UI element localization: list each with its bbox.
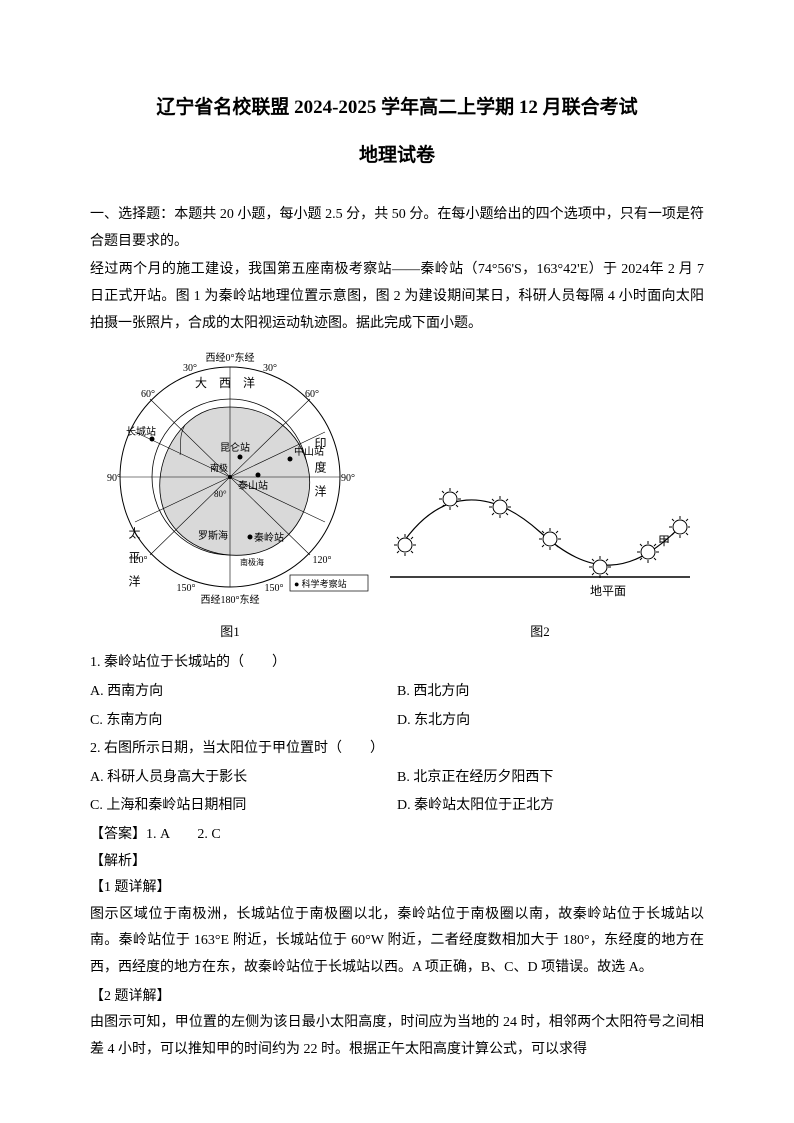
figure-2: 甲 地平面 图2 — [390, 477, 690, 644]
detail2-head: 【2 题详解】 — [90, 984, 704, 1011]
svg-text:昆仑站: 昆仑站 — [220, 441, 250, 454]
svg-text:30°: 30° — [263, 363, 277, 374]
svg-text:中山站: 中山站 — [294, 445, 324, 458]
figure-1: 西经0°东经 西经180°东经 30° 30° 60° 60° 90° 90° … — [90, 347, 370, 644]
svg-text:太 平 洋: 太 平 洋 — [127, 526, 141, 587]
title-main: 辽宁省名校联盟 2024-2025 学年高二上学期 12 月联合考试 — [90, 90, 704, 126]
svg-text:地平面: 地平面 — [590, 584, 626, 598]
q2-stem: 2. 右图所示日期，当太阳位于甲位置时（ ） — [90, 736, 704, 763]
svg-text:90°: 90° — [107, 473, 121, 484]
q2-options-row1: A. 科研人员身高大于影长 B. 北京正在经历夕阳西下 — [90, 765, 704, 792]
svg-text:西经180°东经: 西经180°东经 — [201, 593, 260, 606]
detail2-body: 由图示可知，甲位置的左侧为该日最小太阳高度，时间应为当地的 24 时，相邻两个太… — [90, 1010, 704, 1063]
sunpath-svg: 甲 地平面 — [390, 477, 690, 607]
svg-text:印 度 洋: 印 度 洋 — [313, 437, 327, 497]
svg-text:泰山站: 泰山站 — [238, 479, 268, 492]
svg-text:150°: 150° — [177, 583, 196, 594]
analysis-head: 【解析】 — [90, 849, 704, 876]
svg-text:30°: 30° — [183, 363, 197, 374]
svg-text:60°: 60° — [141, 389, 155, 400]
q1-stem: 1. 秦岭站位于长城站的（ ） — [90, 650, 704, 677]
title-sub: 地理试卷 — [90, 138, 704, 174]
svg-text:80°: 80° — [214, 489, 227, 499]
svg-text:西经0°东经: 西经0°东经 — [206, 351, 255, 364]
svg-text:大 西 洋: 大 西 洋 — [195, 375, 255, 390]
q1-opt-c: C. 东南方向 — [90, 708, 397, 735]
svg-text:南极: 南极 — [210, 462, 228, 473]
q1-options-row2: C. 东南方向 D. 东北方向 — [90, 708, 704, 735]
q1-opt-a: A. 西南方向 — [90, 679, 397, 706]
q2-opt-a: A. 科研人员身高大于影长 — [90, 765, 397, 792]
figure-1-label: 图1 — [90, 620, 370, 645]
svg-text:● 科学考察站: ● 科学考察站 — [294, 578, 347, 589]
q2-options-row2: C. 上海和秦岭站日期相同 D. 秦岭站太阳位于正北方 — [90, 793, 704, 820]
svg-text:长城站: 长城站 — [126, 425, 156, 438]
section-instruction: 一、选择题：本题共 20 小题，每小题 2.5 分，共 50 分。在每小题给出的… — [90, 202, 704, 255]
q2-opt-b: B. 北京正在经历夕阳西下 — [397, 765, 704, 792]
q2-opt-c: C. 上海和秦岭站日期相同 — [90, 793, 397, 820]
svg-text:南极海: 南极海 — [240, 557, 264, 567]
detail1-head: 【1 题详解】 — [90, 875, 704, 902]
q1-opt-b: B. 西北方向 — [397, 679, 704, 706]
answers: 【答案】1. A 2. C — [90, 822, 704, 849]
map-svg: 西经0°东经 西经180°东经 30° 30° 60° 60° 90° 90° … — [90, 347, 370, 607]
svg-text:150°: 150° — [265, 583, 284, 594]
detail1-body: 图示区域位于南极洲，长城站位于南极圈以北，秦岭站位于南极圈以南，故秦岭站位于长城… — [90, 902, 704, 982]
q1-options-row1: A. 西南方向 B. 西北方向 — [90, 679, 704, 706]
figure-2-label: 图2 — [390, 620, 690, 645]
svg-text:罗斯海: 罗斯海 — [198, 529, 228, 542]
svg-text:60°: 60° — [305, 389, 319, 400]
svg-text:90°: 90° — [341, 473, 355, 484]
q2-opt-d: D. 秦岭站太阳位于正北方 — [397, 793, 704, 820]
passage: 经过两个月的施工建设，我国第五座南极考察站——秦岭站（74°56'S，163°4… — [90, 257, 704, 337]
q1-opt-d: D. 东北方向 — [397, 708, 704, 735]
svg-text:秦岭站: 秦岭站 — [254, 531, 284, 544]
svg-text:甲: 甲 — [658, 534, 670, 548]
figure-row: 西经0°东经 西经180°东经 30° 30° 60° 60° 90° 90° … — [90, 347, 704, 644]
svg-text:120°: 120° — [313, 555, 332, 566]
